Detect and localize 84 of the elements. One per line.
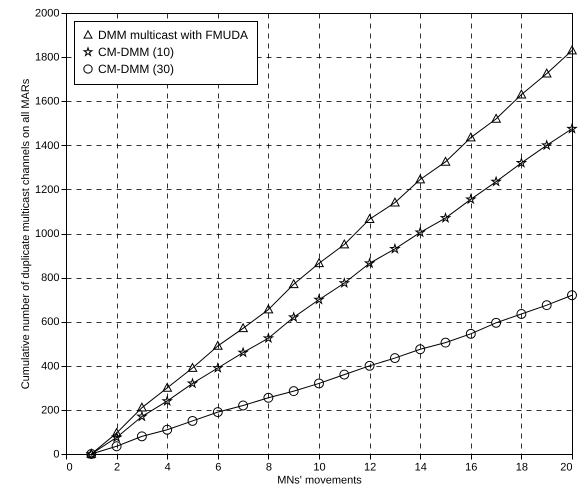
point xyxy=(137,402,147,412)
point xyxy=(162,396,172,406)
x-axis-title: MNs' movements xyxy=(277,474,362,485)
point xyxy=(466,328,476,339)
y-tick-label: 0 xyxy=(53,448,60,460)
point xyxy=(516,90,526,98)
point xyxy=(542,68,552,78)
x-tick-label: 16 xyxy=(465,462,478,474)
point xyxy=(212,407,223,418)
x-tick-label: 20 xyxy=(560,462,572,474)
legend-label: CM-DMM (30) xyxy=(98,62,174,76)
y-tick-label: 1400 xyxy=(35,140,60,152)
point xyxy=(288,312,298,322)
point xyxy=(314,258,324,268)
point xyxy=(516,158,526,168)
point xyxy=(415,344,426,354)
legend-label: DMM multicast with FMUDA xyxy=(98,28,248,42)
point xyxy=(188,378,198,388)
x-tick-label: 6 xyxy=(215,462,222,474)
point xyxy=(340,278,350,288)
point xyxy=(542,300,552,310)
y-tick-label: 1200 xyxy=(35,184,60,196)
point xyxy=(314,294,324,304)
point xyxy=(188,363,198,372)
point xyxy=(263,392,274,403)
point xyxy=(238,348,248,357)
x-tick-label: 14 xyxy=(414,462,427,474)
point xyxy=(112,441,122,452)
point xyxy=(137,412,147,421)
point xyxy=(491,114,501,123)
y-tick-label: 2000 xyxy=(35,8,60,20)
x-tick-label: 12 xyxy=(364,462,376,474)
y-tick-label: 800 xyxy=(41,272,60,284)
point xyxy=(339,370,350,380)
point xyxy=(390,244,400,254)
point xyxy=(440,213,450,222)
y-tick-label: 200 xyxy=(41,404,60,416)
point xyxy=(491,176,501,186)
point xyxy=(288,386,299,396)
point xyxy=(238,323,248,332)
point xyxy=(567,124,577,133)
point xyxy=(466,194,476,204)
y-axis-title: Cumulative number of duplicate multicast channels on all MARs xyxy=(20,78,32,390)
x-tick-label: 4 xyxy=(164,462,171,474)
y-tick-label: 1000 xyxy=(35,228,60,240)
x-tick-label: 2 xyxy=(114,462,120,474)
y-tick-label: 1800 xyxy=(35,52,60,64)
x-tick-label: 10 xyxy=(313,462,326,474)
x-tick-label: 18 xyxy=(516,462,528,474)
point xyxy=(567,290,577,300)
point xyxy=(112,428,122,437)
point xyxy=(364,258,374,268)
point xyxy=(364,360,375,371)
point xyxy=(264,304,274,314)
point xyxy=(162,382,172,392)
point xyxy=(364,214,374,224)
point xyxy=(213,340,223,350)
point xyxy=(567,46,577,54)
point xyxy=(112,432,122,442)
point xyxy=(440,338,450,348)
point xyxy=(491,318,502,328)
point xyxy=(238,400,248,410)
point xyxy=(390,198,400,206)
point xyxy=(162,424,172,435)
point xyxy=(288,279,298,288)
point xyxy=(264,333,274,342)
point xyxy=(340,240,350,248)
point xyxy=(516,309,526,319)
legend-label: CM-DMM (10) xyxy=(98,45,174,59)
point xyxy=(188,416,198,426)
point xyxy=(390,353,400,364)
point xyxy=(466,132,476,142)
point xyxy=(314,378,324,388)
point xyxy=(415,174,425,184)
x-tick-label: 8 xyxy=(266,462,272,474)
point xyxy=(213,363,223,372)
x-tick-label: 0 xyxy=(66,462,73,474)
point xyxy=(136,431,147,442)
y-tick-label: 1600 xyxy=(35,96,60,108)
point xyxy=(542,140,552,150)
point xyxy=(415,227,425,237)
y-tick-label: 400 xyxy=(41,360,60,372)
point xyxy=(440,156,450,166)
y-tick-label: 600 xyxy=(41,316,60,328)
